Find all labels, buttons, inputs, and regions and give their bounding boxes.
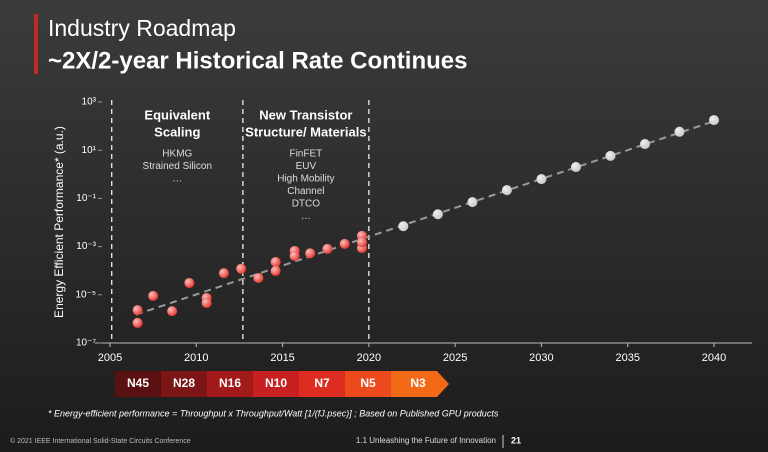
node-label: N28 bbox=[173, 376, 195, 390]
point-highlight bbox=[536, 174, 547, 185]
node-segment bbox=[207, 371, 254, 397]
point-highlight bbox=[305, 248, 316, 259]
era-item: HKMG bbox=[162, 149, 192, 160]
node-label: N3 bbox=[410, 376, 426, 390]
point-highlight bbox=[132, 317, 143, 328]
y-axis-label: Energy Efficient Performance* (a.u.) bbox=[52, 126, 66, 318]
node-label: N16 bbox=[219, 376, 241, 390]
node-segment bbox=[391, 371, 449, 397]
y-tick-label: 10⁻⁵ bbox=[75, 289, 96, 300]
era-item: Strained Silicon bbox=[143, 161, 212, 172]
page-number: 21 bbox=[511, 435, 521, 445]
node-label: N7 bbox=[314, 376, 330, 390]
point-highlight bbox=[501, 185, 512, 196]
node-segment bbox=[299, 371, 346, 397]
point-highlight bbox=[218, 268, 229, 279]
era-item: High Mobility bbox=[277, 174, 334, 185]
point-highlight bbox=[148, 290, 159, 301]
point-highlight bbox=[398, 221, 409, 232]
node-label: N10 bbox=[265, 376, 287, 390]
x-tick-label: 2035 bbox=[615, 352, 639, 364]
point-highlight bbox=[570, 162, 581, 173]
node-label: N5 bbox=[360, 376, 376, 390]
title: Industry Roadmap bbox=[48, 15, 236, 41]
point-highlight bbox=[639, 139, 650, 150]
node-segment bbox=[345, 371, 392, 397]
node-segment bbox=[253, 371, 300, 397]
point-highlight bbox=[709, 115, 719, 126]
point-highlight bbox=[289, 250, 300, 261]
y-tick-label: 10³ bbox=[82, 97, 97, 108]
node-segment bbox=[115, 371, 162, 397]
point-highlight bbox=[201, 297, 212, 308]
y-tick-label: 10⁻¹ bbox=[76, 193, 96, 204]
subtitle: ~2X/2-year Historical Rate Continues bbox=[48, 47, 467, 74]
point-highlight bbox=[322, 243, 333, 254]
trend-line bbox=[135, 120, 715, 316]
point-highlight bbox=[270, 256, 281, 267]
x-tick-label: 2040 bbox=[702, 352, 726, 364]
y-tick-label: 10⁻³ bbox=[76, 241, 96, 252]
point-highlight bbox=[605, 150, 616, 161]
era-item: Channel bbox=[287, 186, 324, 197]
point-highlight bbox=[236, 263, 247, 274]
node-label: N45 bbox=[127, 376, 149, 390]
copyright: © 2021 IEEE International Solid-State Ci… bbox=[10, 437, 191, 445]
point-highlight bbox=[184, 277, 195, 288]
point-highlight bbox=[467, 197, 478, 208]
x-tick-label: 2010 bbox=[184, 352, 208, 364]
point-highlight bbox=[432, 209, 443, 220]
point-highlight bbox=[167, 306, 178, 317]
era-item: … bbox=[172, 174, 182, 185]
point-highlight bbox=[339, 238, 350, 249]
point-highlight bbox=[356, 237, 367, 248]
era-item: DTCO bbox=[292, 199, 321, 210]
x-tick-label: 2015 bbox=[270, 352, 294, 364]
node-segment bbox=[161, 371, 208, 397]
footnote: * Energy-efficient performance = Through… bbox=[48, 408, 499, 418]
point-highlight bbox=[253, 272, 264, 283]
x-tick-label: 2030 bbox=[529, 352, 553, 364]
era-item: FinFET bbox=[289, 149, 322, 160]
y-tick-label: 10⁻⁷ bbox=[76, 338, 96, 349]
y-tick-label: 10¹ bbox=[82, 145, 97, 156]
session: 1.1 Unleashing the Future of Innovation bbox=[356, 436, 496, 445]
era-title: Equivalent bbox=[144, 107, 210, 122]
point-highlight bbox=[674, 126, 685, 137]
era-title: Scaling bbox=[154, 124, 200, 139]
era-item: … bbox=[301, 211, 311, 222]
x-tick-label: 2025 bbox=[443, 352, 467, 364]
x-tick-label: 2020 bbox=[357, 352, 381, 364]
point-highlight bbox=[132, 305, 143, 316]
era-title: New Transistor bbox=[259, 107, 352, 122]
era-item: EUV bbox=[296, 161, 317, 172]
era-title: Structure/ Materials bbox=[245, 124, 366, 139]
point-highlight bbox=[270, 265, 281, 276]
x-tick-label: 2005 bbox=[98, 352, 122, 364]
title-accent bbox=[34, 14, 38, 74]
